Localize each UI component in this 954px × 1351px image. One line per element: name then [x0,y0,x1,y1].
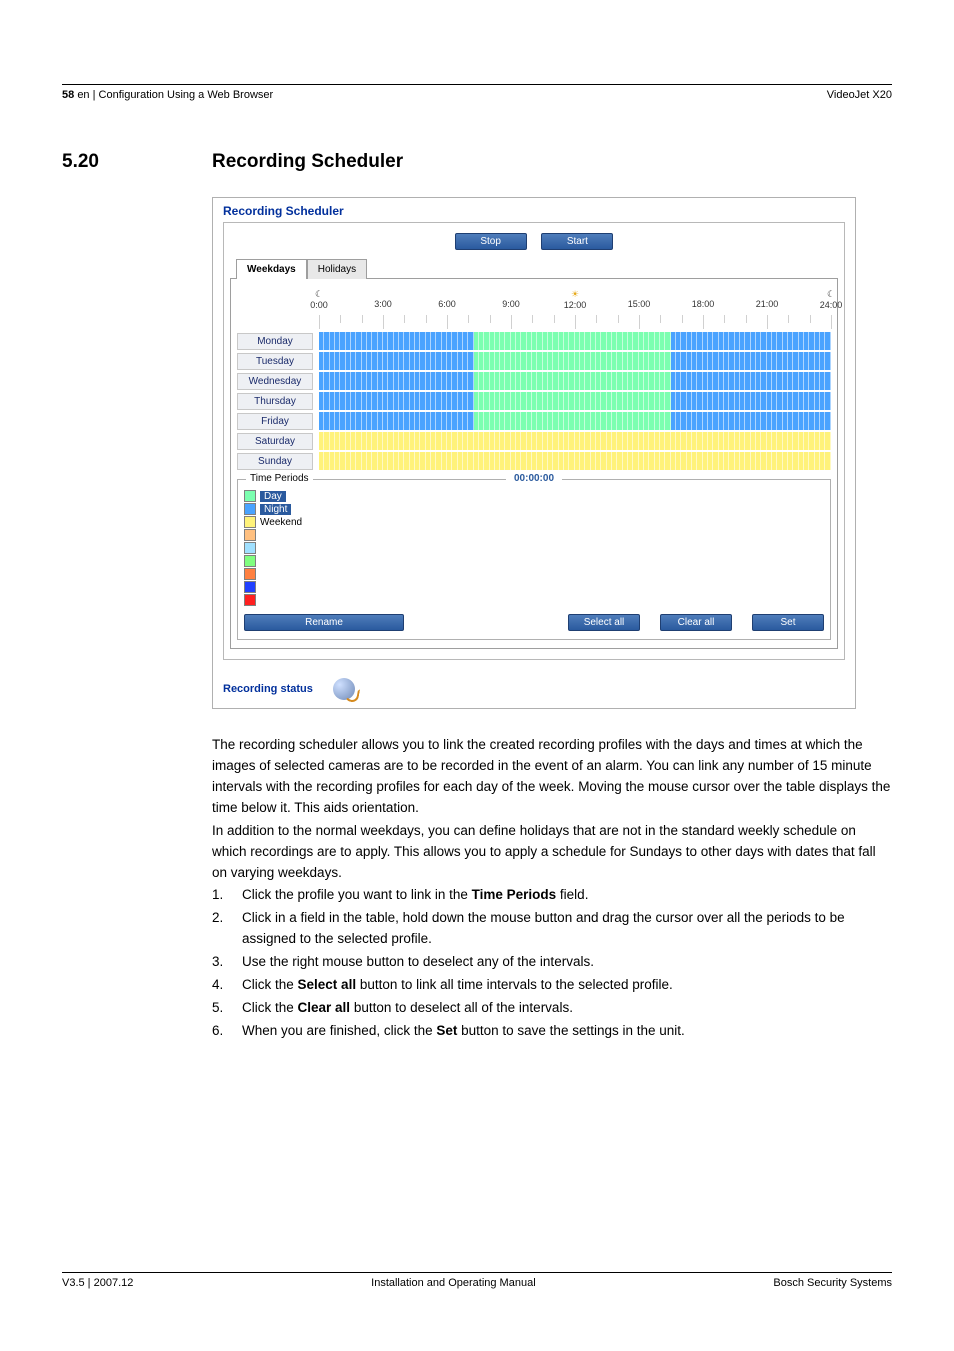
page-footer: V3.5 | 2007.12 Installation and Operatin… [62,1272,892,1289]
day-label: Tuesday [237,353,313,370]
footer-center: Installation and Operating Manual [371,1277,536,1289]
clear-all-button[interactable]: Clear all [660,614,732,631]
period-item[interactable]: Weekend [244,516,824,528]
day-label: Saturday [237,433,313,450]
day-row[interactable]: Friday [237,411,831,431]
sun-icon: ☀ [564,289,587,300]
time-periods-clock: 00:00:00 [506,473,562,484]
moon-icon: ☾ [310,289,328,300]
page-number: 58 [62,89,74,101]
axis-label: 15:00 [628,289,651,309]
day-bar[interactable] [319,392,831,410]
tab-content-weekdays: ☾0:003:006:009:00☀12:0015:0018:0021:00☾2… [230,278,838,649]
axis-label: ☾24:00 [820,289,843,310]
axis-label: ☾0:00 [310,289,328,310]
axis-label: 3:00 [374,289,392,309]
period-item[interactable] [244,542,824,554]
section-title: Recording Scheduler [212,151,403,173]
moon-icon: ☾ [820,289,843,300]
period-item[interactable]: Night [244,503,824,515]
color-swatch [244,490,256,502]
period-label: Weekend [260,517,302,528]
day-row[interactable]: Thursday [237,391,831,411]
color-swatch [244,542,256,554]
day-bar[interactable] [319,452,831,470]
day-row[interactable]: Monday [237,331,831,351]
color-swatch [244,581,256,593]
step-1: Click the profile you want to link in th… [212,885,892,906]
step-6: When you are finished, click the Set but… [212,1021,892,1042]
period-label: Day [260,491,286,502]
axis-label: 9:00 [502,289,520,309]
day-row[interactable]: Saturday [237,431,831,451]
paragraph-1: The recording scheduler allows you to li… [212,735,892,819]
axis-label: 21:00 [756,289,779,309]
day-bar[interactable] [319,352,831,370]
day-label: Thursday [237,393,313,410]
color-swatch [244,529,256,541]
rename-button[interactable]: Rename [244,614,404,631]
day-row[interactable]: Sunday [237,451,831,471]
day-row[interactable]: Tuesday [237,351,831,371]
period-label: Night [260,504,291,515]
time-axis: ☾0:003:006:009:00☀12:0015:0018:0021:00☾2… [319,289,831,315]
recording-status-label: Recording status [223,683,313,695]
axis-label: 18:00 [692,289,715,309]
day-bar[interactable] [319,332,831,350]
color-swatch [244,503,256,515]
step-3: Use the right mouse button to deselect a… [212,952,892,973]
day-label: Monday [237,333,313,350]
tab-holidays[interactable]: Holidays [307,259,367,279]
period-item[interactable] [244,529,824,541]
color-swatch [244,594,256,606]
day-row[interactable]: Wednesday [237,371,831,391]
day-grid[interactable]: Monday Tuesday Wednesday Thursday Friday Satu… [237,331,831,471]
time-periods-fieldset: Time Periods 00:00:00 DayNightWeekend Re… [237,479,831,640]
period-item[interactable] [244,568,824,580]
color-swatch [244,516,256,528]
period-item[interactable] [244,594,824,606]
axis-label: 6:00 [438,289,456,309]
panel-title: Recording Scheduler [213,198,855,222]
period-item[interactable] [244,555,824,567]
period-item[interactable] [244,581,824,593]
tab-weekdays[interactable]: Weekdays [236,259,307,279]
color-swatch [244,555,256,567]
day-bar[interactable] [319,372,831,390]
day-bar[interactable] [319,412,831,430]
day-label: Friday [237,413,313,430]
step-2: Click in a field in the table, hold down… [212,908,892,950]
color-swatch [244,568,256,580]
start-button[interactable]: Start [541,233,613,250]
day-bar[interactable] [319,432,831,450]
period-item[interactable]: Day [244,490,824,502]
step-4: Click the Select all button to link all … [212,975,892,996]
recording-status-icon [333,678,355,700]
set-button[interactable]: Set [752,614,824,631]
page-header: 58 en | Configuration Using a Web Browse… [62,89,892,101]
select-all-button[interactable]: Select all [568,614,640,631]
scheduler-panel: Recording Scheduler Stop Start Weekdays … [212,197,856,709]
breadcrumb: en | Configuration Using a Web Browser [77,89,273,101]
footer-left: V3.5 | 2007.12 [62,1277,133,1289]
period-list: Day Night Weekend [244,490,824,606]
time-periods-legend: Time Periods [246,473,313,484]
axis-label: ☀12:00 [564,289,587,310]
footer-right: Bosch Security Systems [773,1277,892,1289]
day-label: Sunday [237,453,313,470]
product-name: VideoJet X20 [827,89,892,101]
day-label: Wednesday [237,373,313,390]
body-text: The recording scheduler allows you to li… [212,735,892,1042]
time-ticks [319,315,831,329]
step-5: Click the Clear all button to deselect a… [212,998,892,1019]
stop-button[interactable]: Stop [455,233,527,250]
section-number: 5.20 [62,151,212,173]
paragraph-2: In addition to the normal weekdays, you … [212,821,892,884]
